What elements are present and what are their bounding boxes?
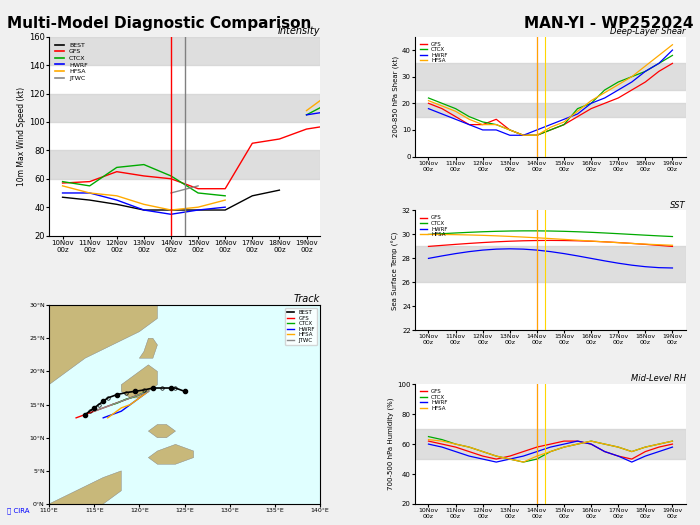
Text: SST: SST [671, 201, 686, 209]
Text: 🌀 CIRA: 🌀 CIRA [7, 508, 29, 514]
Text: Mid-Level RH: Mid-Level RH [631, 374, 686, 383]
Y-axis label: 700-500 hPa Humidity (%): 700-500 hPa Humidity (%) [388, 398, 395, 490]
Text: Track: Track [294, 295, 320, 304]
Y-axis label: Sea Surface Temp (°C): Sea Surface Temp (°C) [392, 231, 399, 310]
Bar [49, 150, 320, 179]
Legend: BEST, GFS, CTCX, HWRF, HFSA, JTWC: BEST, GFS, CTCX, HWRF, HFSA, JTWC [52, 40, 90, 83]
Text: Multi-Model Diagnostic Comparison: Multi-Model Diagnostic Comparison [7, 16, 312, 31]
Text: Intensity: Intensity [278, 26, 320, 36]
Legend: GFS, CTCX, HWRF, HFSA: GFS, CTCX, HWRF, HFSA [418, 213, 450, 239]
Bar [415, 246, 686, 282]
Text: MAN-YI - WP252024: MAN-YI - WP252024 [524, 16, 693, 31]
Bar [415, 103, 686, 117]
Legend: BEST, GFS, CTCX, HWRF, HFSA, JTWC: BEST, GFS, CTCX, HWRF, HFSA, JTWC [285, 308, 317, 345]
Legend: GFS, CTCX, HWRF, HFSA: GFS, CTCX, HWRF, HFSA [418, 387, 450, 413]
Text: Deep-Layer Shear: Deep-Layer Shear [610, 27, 686, 36]
Y-axis label: 200-850 hPa Shear (kt): 200-850 hPa Shear (kt) [393, 56, 399, 137]
Bar [49, 37, 320, 65]
Bar [415, 64, 686, 90]
Y-axis label: 10m Max Wind Speed (kt): 10m Max Wind Speed (kt) [18, 87, 26, 186]
Legend: GFS, CTCX, HWRF, HFSA: GFS, CTCX, HWRF, HFSA [418, 39, 450, 66]
Bar [49, 93, 320, 122]
Bar [415, 429, 686, 459]
